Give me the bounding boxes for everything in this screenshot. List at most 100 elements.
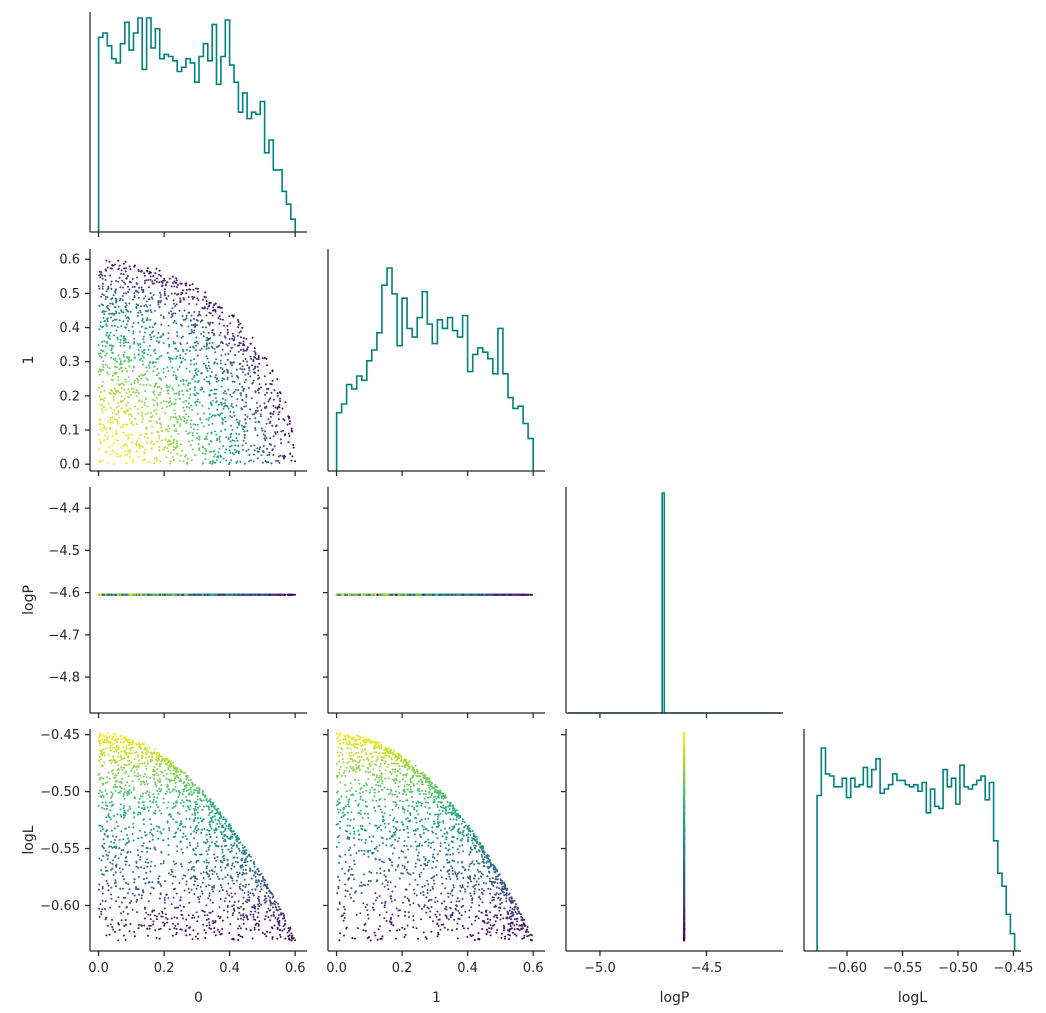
- scatter-point: [143, 403, 146, 406]
- scatter-point: [215, 388, 218, 391]
- scatter-point: [265, 405, 268, 408]
- scatter-point: [103, 439, 105, 442]
- scatter-point: [182, 415, 185, 418]
- scatter-point: [127, 376, 130, 379]
- scatter-point: [241, 386, 244, 388]
- scatter-point: [114, 357, 117, 360]
- scatter-point: [206, 380, 209, 383]
- scatter-point: [137, 270, 140, 272]
- scatter-point: [230, 444, 233, 447]
- scatter-point: [130, 415, 133, 418]
- scatter-point: [158, 269, 161, 272]
- scatter-point: [185, 406, 188, 409]
- scatter-point: [119, 455, 122, 457]
- scatter-point: [281, 407, 284, 410]
- scatter-point: [106, 438, 109, 441]
- y-tick-label: −4.6: [48, 586, 80, 601]
- scatter-point: [148, 270, 151, 273]
- scatter-point: [237, 389, 239, 391]
- scatter-point: [229, 350, 232, 353]
- scatter-point: [137, 354, 140, 356]
- scatter-point: [109, 267, 112, 270]
- scatter-point: [137, 321, 140, 324]
- scatter-point: [124, 314, 127, 317]
- scatter-point: [194, 454, 197, 457]
- scatter-point: [288, 593, 291, 596]
- scatter-point: [110, 283, 113, 286]
- scatter-point: [115, 429, 118, 432]
- scatter-point: [169, 440, 172, 443]
- scatter-points-logP-vs-1: [335, 593, 533, 596]
- scatter-point: [239, 322, 242, 325]
- scatter-point: [239, 593, 242, 596]
- scatter-point: [179, 357, 182, 360]
- scatter-point: [219, 593, 222, 596]
- scatter-point: [156, 440, 159, 443]
- scatter-point: [265, 461, 268, 464]
- scatter-point: [258, 383, 261, 386]
- scatter-point: [129, 345, 132, 348]
- scatter-point: [100, 349, 103, 352]
- scatter-point: [156, 336, 159, 339]
- scatter-point: [178, 309, 181, 312]
- scatter-point: [120, 367, 123, 369]
- scatter-point: [200, 386, 203, 389]
- scatter-point: [100, 273, 103, 276]
- scatter-point: [179, 297, 182, 300]
- scatter-point: [272, 435, 275, 438]
- scatter-point: [112, 294, 115, 297]
- scatter-point: [202, 298, 205, 301]
- scatter-point: [124, 412, 127, 415]
- scatter-point: [253, 347, 256, 350]
- scatter-point: [143, 341, 145, 344]
- scatter-point: [108, 344, 111, 347]
- scatter-point: [133, 405, 136, 408]
- scatter-point: [185, 430, 188, 433]
- scatter-point: [109, 426, 111, 429]
- scatter-point: [194, 341, 196, 344]
- scatter-point: [238, 383, 241, 385]
- scatter-point: [219, 366, 222, 369]
- scatter-point: [228, 338, 231, 341]
- scatter-point: [174, 398, 177, 401]
- scatter-point: [156, 386, 159, 389]
- scatter-point: [279, 400, 281, 403]
- scatter-point: [125, 292, 128, 295]
- scatter-point: [223, 378, 226, 381]
- scatter-point: [210, 345, 213, 348]
- scatter-point: [138, 359, 141, 361]
- scatter-point: [228, 342, 231, 345]
- scatter-point: [144, 279, 146, 282]
- scatter-point: [140, 411, 143, 414]
- scatter-point: [98, 287, 101, 290]
- scatter-point: [145, 303, 148, 306]
- scatter-point: [180, 323, 182, 326]
- scatter-point: [199, 320, 202, 323]
- scatter-point: [249, 444, 252, 447]
- scatter-point: [162, 279, 165, 282]
- scatter-point: [115, 310, 117, 313]
- scatter-point: [236, 398, 239, 401]
- scatter-point: [110, 389, 112, 392]
- scatter-point: [264, 393, 266, 396]
- y-tick-label: −4.4: [48, 502, 80, 517]
- scatter-point: [214, 376, 217, 379]
- scatter-point: [212, 329, 214, 331]
- scatter-point: [122, 353, 125, 356]
- scatter-point: [97, 448, 100, 450]
- scatter-point: [268, 398, 271, 401]
- scatter-point: [153, 399, 156, 402]
- scatter-point: [211, 331, 214, 334]
- scatter-point: [145, 300, 148, 303]
- scatter-point: [175, 355, 178, 358]
- scatter-point: [201, 452, 204, 455]
- scatter-point: [233, 448, 236, 451]
- scatter-point: [177, 384, 180, 387]
- scatter-point: [248, 366, 251, 369]
- scatter-point: [193, 358, 195, 361]
- scatter-point: [219, 331, 222, 334]
- scatter-point: [243, 462, 246, 465]
- scatter-point: [265, 447, 268, 450]
- scatter-point: [241, 365, 244, 368]
- scatter-point: [168, 385, 171, 388]
